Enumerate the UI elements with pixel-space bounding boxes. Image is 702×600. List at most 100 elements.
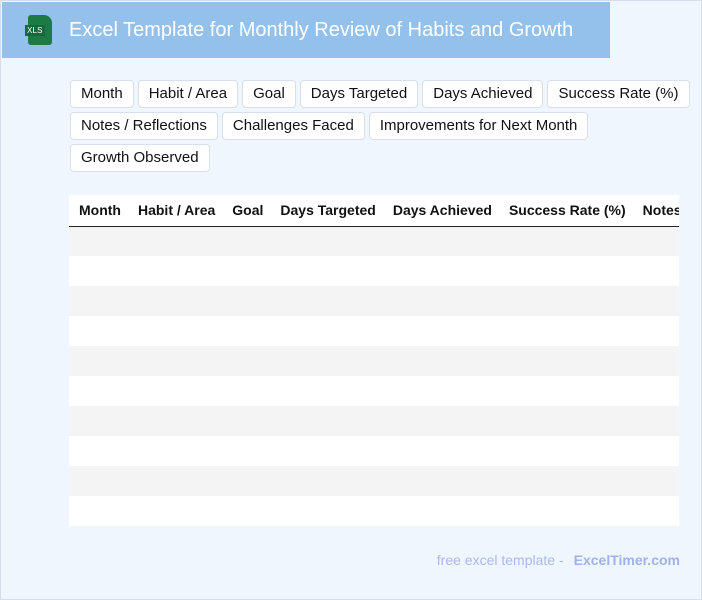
table-cell[interactable] <box>499 376 633 406</box>
table-row <box>69 376 679 406</box>
table-cell[interactable] <box>69 376 128 406</box>
table-cell[interactable] <box>222 346 271 376</box>
table-cell[interactable] <box>69 256 128 286</box>
table-cell[interactable] <box>498 406 633 436</box>
column-chip[interactable]: Days Targeted <box>299 80 419 108</box>
table-cell[interactable] <box>127 406 223 436</box>
table-row <box>69 496 679 526</box>
table-cell[interactable] <box>69 346 128 376</box>
table-cell[interactable] <box>383 316 499 346</box>
table-cell[interactable] <box>69 226 128 256</box>
table-cell[interactable] <box>633 496 679 526</box>
column-header: Month <box>69 195 128 227</box>
table-cell[interactable] <box>499 436 633 466</box>
table-row <box>69 286 679 316</box>
table-cell[interactable] <box>633 376 679 406</box>
table-cell[interactable] <box>382 466 499 496</box>
table-cell[interactable] <box>222 466 271 496</box>
table-cell[interactable] <box>69 316 128 346</box>
table-cell[interactable] <box>498 466 633 496</box>
table-row <box>69 256 679 286</box>
table-cell[interactable] <box>222 256 270 286</box>
table-cell[interactable] <box>632 466 679 496</box>
table-cell[interactable] <box>69 496 128 526</box>
table-cell[interactable] <box>383 256 499 286</box>
table-cell[interactable] <box>498 226 633 256</box>
table-cell[interactable] <box>270 256 382 286</box>
table-cell[interactable] <box>128 436 222 466</box>
table-row <box>69 316 679 346</box>
table-cell[interactable] <box>499 256 633 286</box>
table-cell[interactable] <box>69 436 128 466</box>
table-cell[interactable] <box>270 436 382 466</box>
column-chip[interactable]: Days Achieved <box>422 80 544 108</box>
column-header: Days Targeted <box>270 195 383 227</box>
column-chip[interactable]: Habit / Area <box>137 80 239 108</box>
table-cell[interactable] <box>222 406 271 436</box>
table-cell[interactable] <box>270 346 383 376</box>
table-cell[interactable] <box>222 286 271 316</box>
table-row <box>69 226 679 256</box>
xls-file-icon: XLS <box>25 15 52 45</box>
table-cell[interactable] <box>270 286 383 316</box>
table-cell[interactable] <box>382 406 499 436</box>
table-cell[interactable] <box>632 346 679 376</box>
table-cell[interactable] <box>270 376 382 406</box>
table-cell[interactable] <box>69 406 128 436</box>
table-cell[interactable] <box>127 346 223 376</box>
table-cell[interactable] <box>128 256 222 286</box>
column-chip[interactable]: Goal <box>242 80 296 108</box>
table-row <box>69 406 679 436</box>
column-chip[interactable]: Challenges Faced <box>221 112 365 140</box>
table-row <box>69 346 679 376</box>
table-cell[interactable] <box>270 496 382 526</box>
table-cell[interactable] <box>127 466 223 496</box>
table-cell[interactable] <box>128 376 222 406</box>
table-cell[interactable] <box>382 346 499 376</box>
table-cell[interactable] <box>498 346 633 376</box>
table-cell[interactable] <box>382 226 499 256</box>
column-chips: Month Habit / Area Goal Days Targeted Days A… <box>70 80 690 172</box>
brand-link[interactable]: ExcelTimer.com <box>573 552 680 568</box>
table-cell[interactable] <box>632 226 679 256</box>
table-cell[interactable] <box>632 406 679 436</box>
column-chip[interactable]: Growth Observed <box>70 144 210 172</box>
column-chip[interactable]: Notes / Reflections <box>70 112 218 140</box>
table-cell[interactable] <box>270 406 383 436</box>
table-cell[interactable] <box>383 436 499 466</box>
table-cell[interactable] <box>498 286 633 316</box>
table-cell[interactable] <box>632 286 679 316</box>
table-cell[interactable] <box>222 316 270 346</box>
column-chip[interactable]: Success Rate (%) <box>547 80 690 108</box>
table-cell[interactable] <box>383 376 499 406</box>
table-cell[interactable] <box>69 466 128 496</box>
table-cell[interactable] <box>499 496 633 526</box>
table-cell[interactable] <box>222 226 271 256</box>
table-cell[interactable] <box>382 286 499 316</box>
table-cell[interactable] <box>128 496 222 526</box>
table-cell[interactable] <box>127 286 223 316</box>
table-cell[interactable] <box>633 316 679 346</box>
table-cell[interactable] <box>270 466 383 496</box>
page-title: Excel Template for Monthly Review of Hab… <box>69 18 574 41</box>
table-cell[interactable] <box>270 226 383 256</box>
column-chip[interactable]: Month <box>70 80 134 108</box>
table-cell[interactable] <box>499 316 633 346</box>
table-cell[interactable] <box>222 376 270 406</box>
column-header: Days Achieved <box>382 195 499 227</box>
table-cell[interactable] <box>633 436 679 466</box>
table-cell[interactable] <box>270 316 382 346</box>
table-cell[interactable] <box>69 286 128 316</box>
footer: free excel template - ExcelTimer.com <box>436 552 680 568</box>
column-header: Success Rate (%) <box>498 195 633 227</box>
table-cell[interactable] <box>222 436 270 466</box>
table-cell[interactable] <box>127 226 223 256</box>
table-cell[interactable] <box>222 496 270 526</box>
table-row <box>69 436 679 466</box>
table-row <box>69 466 679 496</box>
table-cell[interactable] <box>128 316 222 346</box>
table-cell[interactable] <box>633 256 679 286</box>
column-chip[interactable]: Improvements for Next Month <box>368 112 589 140</box>
table-cell[interactable] <box>383 496 499 526</box>
